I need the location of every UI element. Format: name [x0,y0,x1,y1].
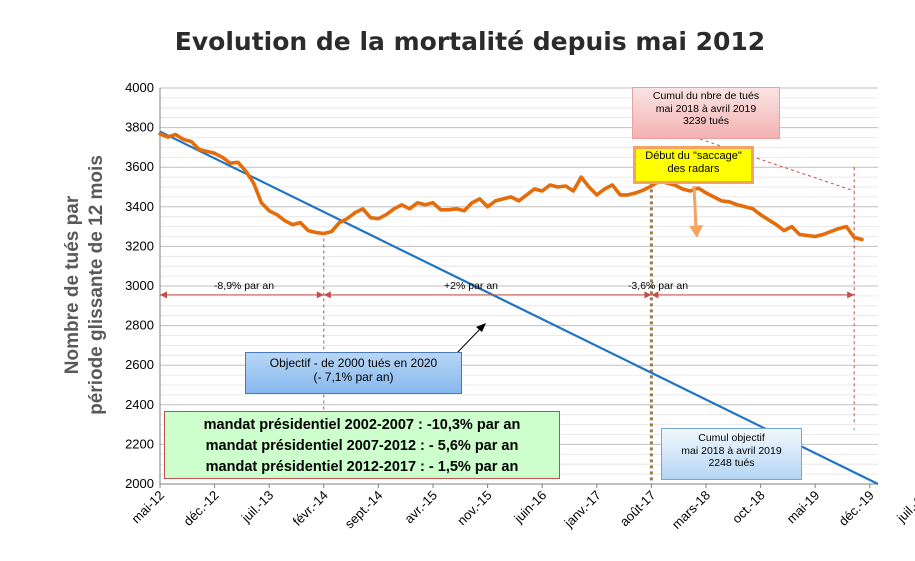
y-tick-label: 3800 [125,120,154,135]
series-mortalite-line [158,132,864,242]
period-arrow-2-head-right [644,291,652,299]
x-tick-label: avr.-15 [401,488,440,527]
x-tick-label: juin-16 [510,488,549,527]
period-arrow-1-head-left [160,291,167,299]
y-tick-label: 4000 [125,80,154,95]
y-tick-label: 3400 [125,199,154,214]
objectif-line1: Objectif - de 2000 tués en 2020 [269,356,438,370]
cumul-objectif-line3: 2248 tués [708,457,755,470]
period-markers: -8,9% par an +2% par an -3,6% par an [160,280,855,299]
y-tick-label: 2000 [125,476,154,491]
period-label-3: -3,6% par an [628,280,688,292]
y-tick-label: 2200 [125,436,154,451]
y-axis-label-line2: période glissante de 12 mois [86,155,107,415]
cumul-objectif-line2: mai 2018 à avril 2019 [681,444,782,457]
y-ticks: 4000 3800 3600 3400 3200 3000 2800 2600 2400 2200… [125,80,154,491]
x-ticks: mai-12 déc.-12 juil.-13 févr.-14 sept.-14 avr… [128,484,915,532]
x-tick-label: mai-19 [784,488,823,527]
x-tick-label: juil.-13 [238,488,276,526]
mandats-annotation: mandat présidentiel 2002-2007 : -10,3% p… [164,411,560,479]
mandat-line2: mandat présidentiel 2007-2012 : - 5,6% p… [205,438,519,455]
period-arrow-3-head-right [847,291,855,299]
cumul-tues-line3: 3239 tués [682,115,730,128]
saccage-annotation: Début du "saccage" des radars [633,146,754,184]
objectif-arrowhead [476,323,486,332]
period-arrow-2-head-left [323,291,331,299]
cumul-objectif-line1: Cumul objectif [698,432,765,444]
y-tick-label: 3200 [125,238,154,253]
period-arrow-1-head-right [316,291,324,299]
objectif-arrow [454,326,483,356]
cumul-objectif-annotation: Cumul objectif mai 2018 à avril 2019 224… [661,428,802,480]
series [158,130,879,485]
y-tick-label: 3000 [125,278,154,293]
x-tick-label: mars-18 [669,488,713,532]
cumul-tues-line1: Cumul du nbre de tués [652,90,760,102]
period-label-1: -8,9% par an [214,280,274,292]
chart-title: Evolution de la mortalité depuis mai 201… [175,27,765,56]
y-tick-label: 3600 [125,159,154,174]
x-tick-label: févr.-14 [290,488,331,529]
objectif-annotation: Objectif - de 2000 tués en 2020 (- 7,1% … [245,352,462,394]
x-tick-label: déc.-19 [836,488,877,529]
period-arrow-3-head-left [651,291,659,299]
y-tick-label: 2600 [125,357,154,372]
x-tick-label: janv.-17 [561,488,604,531]
y-axis-label: Nombre de tués par période glissante de … [62,155,107,415]
x-tick-label: août-17 [617,488,659,530]
cumul-tues-line2: mai 2018 à avril 2019 [655,102,757,115]
saccage-arrowhead [689,225,703,238]
x-tick-label: sept.-14 [342,488,386,532]
saccage-line1: Début du "saccage" [645,150,742,162]
series-objectif-line [159,130,879,485]
mandat-line3: mandat présidentiel 2012-2017 : - 1,5% p… [205,459,519,476]
y-tick-label: 2800 [125,318,154,333]
cumul-tues-annotation: Cumul du nbre de tués mai 2018 à avril 2… [632,87,780,139]
x-tick-label: nov.-15 [454,488,495,529]
objectif-line2: (- 7,1% par an) [313,370,394,385]
mandat-line1: mandat présidentiel 2002-2007 : -10,3% p… [203,417,521,433]
x-tick-label: déc.-12 [180,488,221,529]
x-tick-label: oct.-18 [729,488,768,527]
y-axis-label-line1: Nombre de tués par [62,195,83,374]
saccage-line2: des radars [667,163,720,176]
guide-lines [323,138,855,484]
x-tick-label: juil.-20 [893,488,915,526]
saccage-arrow [692,185,698,229]
y-tick-label: 2400 [125,397,154,412]
x-tick-label: mai-12 [128,488,167,527]
period-label-2: +2% par an [444,280,498,292]
